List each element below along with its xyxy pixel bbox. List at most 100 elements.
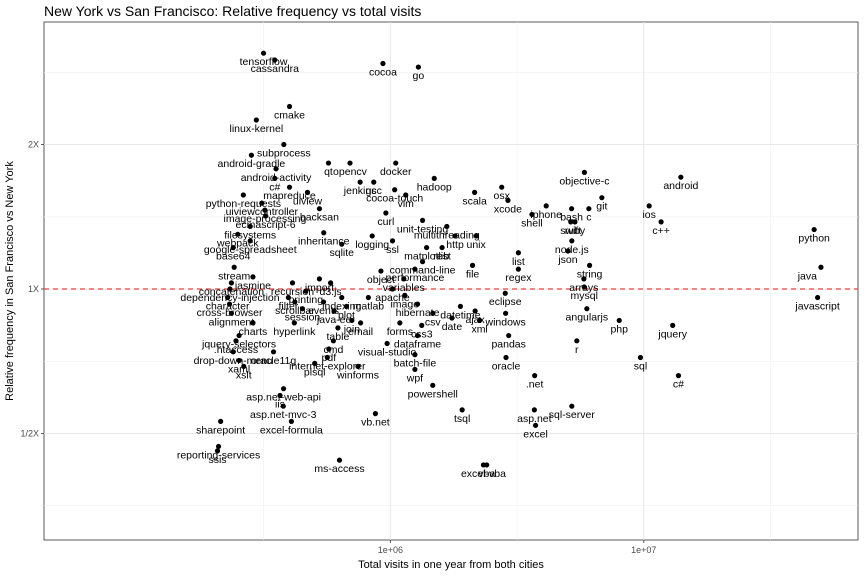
data-point xyxy=(369,233,375,239)
data-point xyxy=(412,266,418,272)
data-point xyxy=(581,284,587,290)
point-label: indexing xyxy=(322,301,361,313)
point-label: osx xyxy=(494,190,511,202)
data-point xyxy=(637,354,644,361)
point-label: multithreading xyxy=(414,229,480,241)
data-point xyxy=(811,226,817,233)
data-point xyxy=(499,184,505,190)
point-label: mysql xyxy=(571,290,598,302)
data-point xyxy=(515,266,521,272)
data-point xyxy=(253,117,259,123)
data-point xyxy=(241,363,247,369)
point-label: pdf xyxy=(322,352,337,364)
data-point xyxy=(484,462,490,468)
point-label: drop-down-menu xyxy=(194,355,274,367)
data-point xyxy=(250,320,256,326)
point-label: unix xyxy=(467,239,487,251)
data-points xyxy=(214,50,824,468)
point-label: iphone xyxy=(530,209,562,221)
point-label: wpf xyxy=(406,372,423,384)
data-point xyxy=(658,219,664,225)
point-label: ssl xyxy=(386,244,399,256)
data-point xyxy=(227,286,233,292)
point-label: concatenation xyxy=(199,286,265,298)
data-point xyxy=(218,418,224,424)
point-label: arrays xyxy=(569,282,598,294)
data-point xyxy=(472,308,478,314)
point-label: ssis xyxy=(208,454,226,466)
data-point xyxy=(412,366,418,373)
data-point xyxy=(280,386,287,392)
data-point xyxy=(331,308,337,314)
point-label: objective-c xyxy=(559,175,609,187)
point-label: c# xyxy=(269,181,280,193)
data-point xyxy=(389,286,396,292)
data-point xyxy=(330,338,336,344)
data-point xyxy=(419,259,426,265)
data-point xyxy=(529,211,535,218)
data-point xyxy=(569,238,575,244)
point-label: cross-browser xyxy=(197,307,263,319)
data-point xyxy=(299,306,306,312)
plot-panel xyxy=(43,21,859,541)
point-label: image xyxy=(390,298,419,310)
data-point xyxy=(228,280,235,286)
point-label: alignment xyxy=(209,316,255,328)
point-label: winforms xyxy=(336,369,379,381)
data-point xyxy=(531,407,537,413)
data-point xyxy=(675,373,682,379)
point-label: vb.net xyxy=(361,417,390,429)
point-label: oracle xyxy=(492,361,521,373)
data-point xyxy=(289,280,296,286)
data-point xyxy=(325,160,332,166)
point-label: uiview xyxy=(293,195,323,207)
point-label: asp.net xyxy=(517,413,552,425)
point-label: asp.net-mvc-3 xyxy=(250,409,317,421)
data-point xyxy=(568,219,574,225)
point-label: d3.js xyxy=(319,286,341,298)
point-label: filter xyxy=(278,301,298,313)
point-label: jenkins xyxy=(343,185,377,197)
point-label: reporting-services xyxy=(177,449,260,461)
point-label: bash xyxy=(560,212,583,224)
data-point xyxy=(599,195,605,201)
point-label: http xyxy=(446,239,464,251)
data-point xyxy=(349,317,355,324)
point-label: ruby xyxy=(565,225,586,237)
data-point xyxy=(670,322,676,328)
point-label: uiviewcontroller xyxy=(226,206,299,218)
point-label: curl xyxy=(377,216,394,228)
point-label: go xyxy=(413,70,425,82)
chart-title: New York vs San Francisco: Relative freq… xyxy=(44,3,422,19)
data-point xyxy=(259,200,265,206)
data-point xyxy=(343,303,350,310)
data-point xyxy=(646,203,652,209)
point-label: list xyxy=(512,256,525,268)
data-point xyxy=(233,338,239,344)
data-point xyxy=(357,320,364,326)
data-point xyxy=(326,346,332,352)
data-point xyxy=(335,325,341,331)
point-label: inheritance xyxy=(298,236,350,248)
point-label: object xyxy=(367,274,395,286)
data-point xyxy=(581,276,587,282)
point-label: string xyxy=(577,268,603,280)
point-label: import xyxy=(305,282,334,294)
data-point xyxy=(419,322,425,328)
point-label: oracle11g xyxy=(251,355,296,367)
data-point xyxy=(327,280,334,286)
point-label: sql xyxy=(634,361,647,373)
data-point xyxy=(505,197,511,203)
point-label: java-ee xyxy=(316,314,352,326)
axes: 1e+06 1e+07 1/2X 1X 2X xyxy=(20,140,656,555)
point-label: subprocess xyxy=(257,148,311,160)
data-point xyxy=(225,294,231,301)
data-point xyxy=(235,231,241,237)
data-point xyxy=(286,103,293,110)
data-point xyxy=(392,187,398,193)
point-label: java xyxy=(797,270,817,282)
data-point xyxy=(231,264,237,270)
point-label: image-processing xyxy=(223,213,306,225)
data-point xyxy=(371,179,377,185)
point-label: performance xyxy=(385,272,444,284)
